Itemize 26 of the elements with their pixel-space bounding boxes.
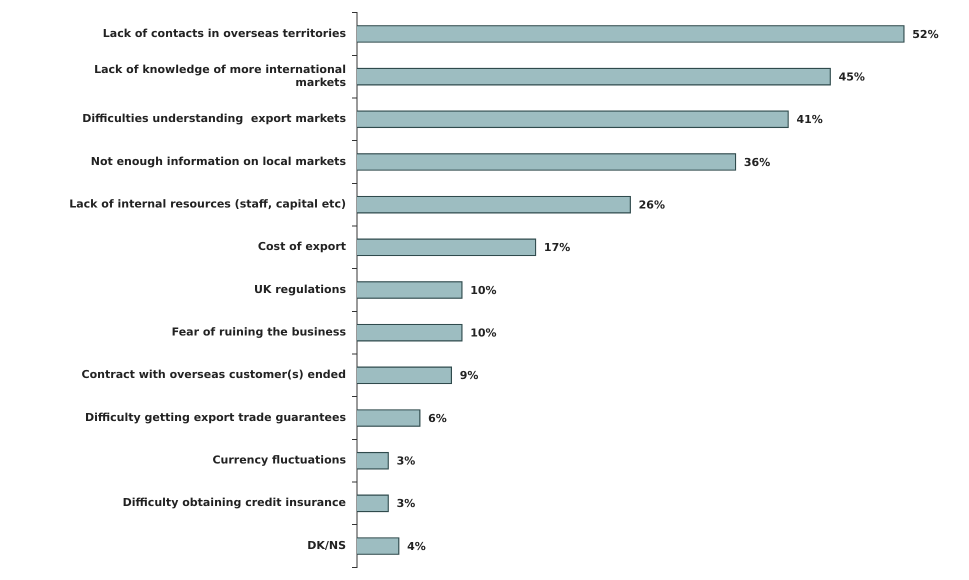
data-label: 41% <box>796 113 823 126</box>
y-tick-label: Difficulty getting export trade guarantees <box>84 410 346 424</box>
y-tick-label: Cost of export <box>258 240 346 254</box>
data-label: 45% <box>838 70 865 84</box>
y-tick-label: Lack of internal resources (staff, capital etc) <box>69 198 346 211</box>
y-tick-label: Difficulty obtaining credit insurance <box>122 496 346 510</box>
data-label: 3% <box>396 454 416 468</box>
y-tick-label: Contract with overseas customer(s) ended <box>82 368 346 382</box>
data-label: 3% <box>396 497 416 510</box>
y-tick-label: Lack of knowledge of more international markets <box>94 62 346 90</box>
data-label: 9% <box>460 369 478 382</box>
y-tick-label: Currency fluctuations <box>212 454 346 467</box>
data-label: 4% <box>407 540 426 553</box>
data-label: 17% <box>544 241 570 254</box>
data-label: 26% <box>638 198 665 212</box>
y-tick-label: Fear of ruining the business <box>172 326 346 339</box>
y-tick-label: Not enough information on local markets <box>90 154 346 168</box>
y-tick-label: Lack of contacts in overseas territories <box>102 26 346 40</box>
data-label: 36% <box>744 156 770 169</box>
data-label: 6% <box>428 412 447 425</box>
data-label: 52% <box>912 28 939 41</box>
y-tick-label: DK/NS <box>307 538 346 552</box>
data-label: 10% <box>470 326 497 340</box>
y-tick-label: UK regulations <box>254 282 346 296</box>
y-tick-label: Difficulties understanding export markets <box>82 112 346 126</box>
data-label: 10% <box>470 284 497 297</box>
